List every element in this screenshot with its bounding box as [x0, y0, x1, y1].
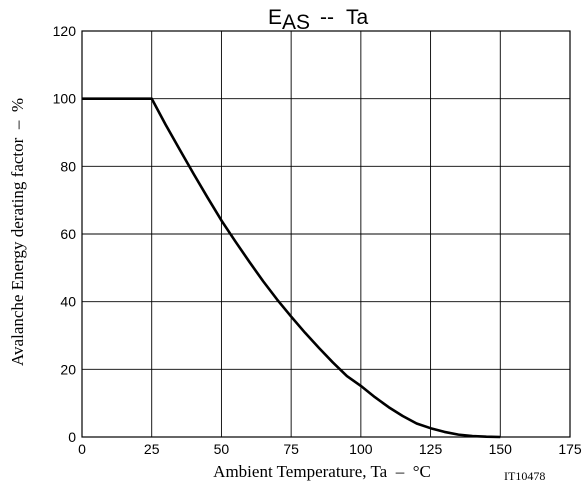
x-tick-label: 50 [214, 441, 230, 457]
chart-title: EAS -- Ta [268, 6, 369, 34]
title-main: E [268, 6, 282, 29]
x-tick-label: 150 [489, 441, 513, 457]
x-tick-label: 125 [419, 441, 443, 457]
x-tick-label: 0 [78, 441, 86, 457]
y-tick-label: 20 [60, 361, 76, 377]
x-axis-label: Ambient Temperature, Ta – °C [213, 462, 431, 481]
plot-frame [81, 30, 571, 438]
title-suffix: Ta [346, 6, 369, 29]
x-tick-label: 100 [349, 441, 373, 457]
x-tick-label: 175 [558, 441, 582, 457]
x-tick-label: 75 [283, 441, 299, 457]
y-tick-label: 0 [68, 429, 76, 445]
y-tick-label: 80 [60, 158, 76, 174]
x-tick-label: 25 [144, 441, 160, 457]
y-axis-label: Avalanche Energy derating factor – % [8, 98, 27, 366]
y-tick-label: 40 [60, 294, 76, 310]
y-tick-label: 100 [53, 91, 77, 107]
grid-lines [82, 31, 570, 437]
y-tick-label: 120 [53, 23, 77, 39]
y-tick-label: 60 [60, 226, 76, 242]
title-separator: -- [320, 6, 334, 29]
tick-labels: 0 25 50 75 100 125 150 175 0 20 40 60 80 100 120 [53, 23, 582, 457]
series-line [82, 97, 501, 439]
title-subscript: AS [282, 11, 310, 34]
figure-id: IT10478 [504, 469, 545, 483]
